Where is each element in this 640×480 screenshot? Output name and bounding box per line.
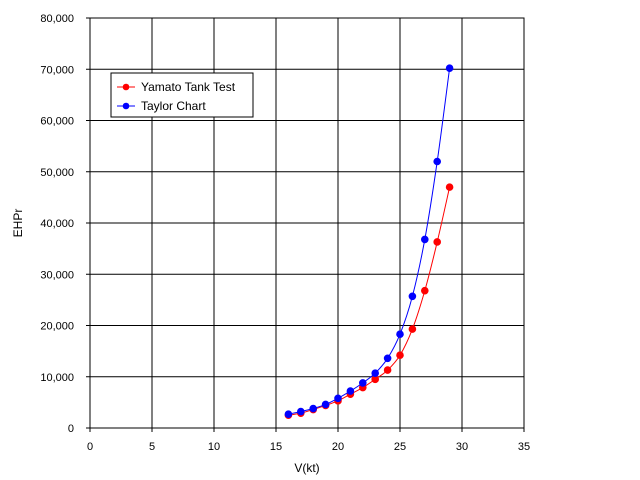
x-tick-label: 20 (332, 441, 344, 453)
legend-label: Yamato Tank Test (141, 80, 236, 94)
y-tick-label: 50,000 (40, 167, 74, 179)
data-point (421, 235, 429, 244)
data-point (421, 286, 429, 295)
data-point (445, 64, 454, 73)
data-point (297, 407, 305, 416)
data-point (383, 354, 392, 363)
y-tick-label: 70,000 (40, 64, 74, 76)
x-axis-ticks: 0 5 10 15 20 25 30 35 (87, 428, 530, 453)
x-axis-title: V(kt) (294, 461, 319, 475)
y-tick-label: 0 (68, 423, 74, 435)
data-point (284, 410, 293, 418)
y-tick-label: 10,000 (40, 372, 74, 384)
legend-marker (122, 83, 130, 91)
x-tick-label: 25 (394, 441, 406, 453)
x-tick-label: 35 (518, 441, 530, 453)
y-tick-label: 20,000 (40, 321, 74, 333)
data-point (433, 157, 442, 166)
series-layer (284, 64, 454, 419)
y-tick-label: 40,000 (40, 218, 74, 230)
data-point (445, 183, 454, 191)
y-axis-title: EHPr (11, 209, 25, 238)
x-tick-label: 10 (208, 441, 220, 453)
y-tick-label: 80,000 (40, 13, 74, 25)
series-2 (284, 64, 454, 418)
data-point (359, 379, 367, 387)
x-tick-label: 0 (87, 441, 93, 453)
y-tick-label: 60,000 (40, 116, 74, 128)
data-point (371, 369, 380, 377)
data-point (408, 325, 417, 333)
data-point (346, 387, 355, 395)
data-point (383, 366, 392, 374)
x-tick-label: 5 (149, 441, 155, 453)
data-point (396, 330, 404, 339)
data-point (309, 404, 318, 413)
legend-item: Yamato Tank Test (117, 80, 236, 94)
legend-label: Taylor Chart (141, 99, 206, 113)
legend-marker (122, 102, 130, 110)
legend-item: Taylor Chart (117, 99, 206, 113)
data-point (371, 375, 380, 384)
data-point (396, 351, 404, 360)
y-tick-label: 30,000 (40, 269, 74, 281)
x-tick-label: 15 (270, 441, 282, 453)
data-point (408, 292, 417, 301)
legend-box (110, 72, 254, 118)
data-point (334, 394, 342, 403)
y-axis-ticks: 0 10,000 20,000 30,000 40,000 50,000 60,000 70,… (40, 13, 90, 435)
x-tick-label: 30 (456, 441, 468, 453)
data-point (321, 400, 330, 409)
data-point (433, 238, 442, 246)
legend: Yamato Tank Test Taylor Chart (110, 72, 254, 118)
